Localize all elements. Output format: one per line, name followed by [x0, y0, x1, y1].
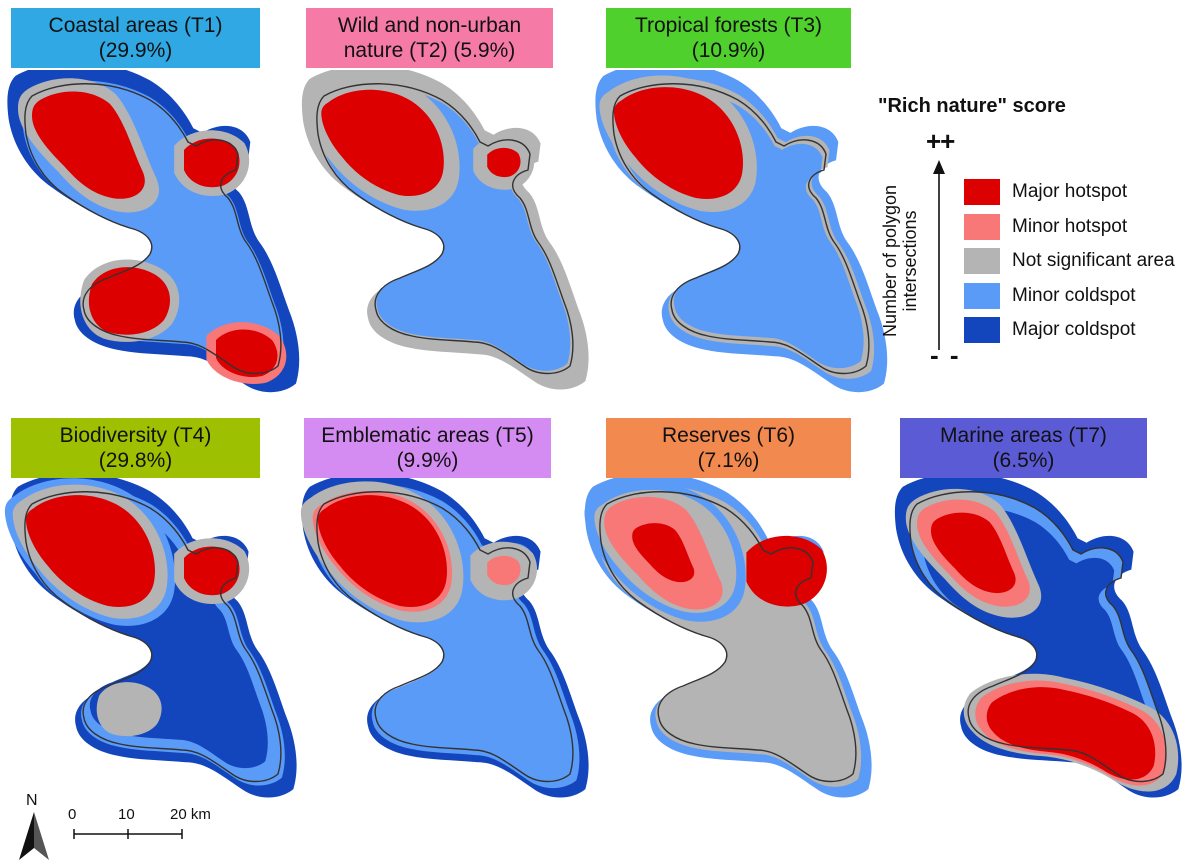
panel-title-t2: Wild and non-urban nature (T2) (5.9%)	[306, 8, 553, 68]
legend-swatch-minor-coldspot	[964, 282, 1000, 309]
map-t1	[7, 70, 300, 393]
legend-label-major-hotspot: Major hotspot	[1012, 181, 1128, 203]
panel-title-t1-line1: Coastal areas (T1)	[48, 14, 223, 37]
legend-top-symbol: ++	[926, 126, 955, 156]
legend-axis-label-line1: Number of polygon	[880, 184, 900, 338]
map-t5-zone-4	[318, 495, 447, 607]
panel-title-t6-line1: Reserves (T6)	[661, 424, 796, 447]
map-t2-zone-5	[487, 147, 521, 178]
map-t4-zone-7	[184, 546, 240, 596]
panel-title-t1-line2: (29.9%)	[98, 39, 173, 62]
panel-title-t2-line2: nature (T2) (5.9%)	[343, 39, 516, 62]
map-t1-zone-7	[88, 267, 170, 335]
panel-title-t1: Coastal areas (T1) (29.9%)	[11, 8, 260, 68]
legend-bottom-symbol: - -	[930, 340, 961, 370]
map-t7-zone-8	[986, 687, 1156, 780]
map-t1-zone-5	[184, 138, 240, 188]
legend-label-not-significant: Not significant area	[1012, 250, 1175, 272]
legend-axis-label-line2: intersections	[900, 210, 920, 312]
map-t6-coastline	[599, 491, 857, 783]
legend-swatch-minor-hotspot	[964, 213, 1000, 240]
legend-label-major-coldspot: Major coldspot	[1012, 319, 1136, 341]
map-t2-zone-3	[321, 89, 444, 197]
panel-title-t4-line2: (29.8%)	[98, 449, 173, 472]
legend-items: Major hotspot Minor hotspot Not signific…	[964, 175, 1175, 348]
map-t5-zone-6	[487, 555, 521, 586]
map-t6	[584, 478, 872, 798]
panel-title-t3-line2: (10.9%)	[691, 39, 766, 62]
legend-item-minor-hotspot: Minor hotspot	[964, 210, 1175, 245]
north-label: N	[26, 792, 38, 809]
panel-title-t7: Marine areas (T7) (6.5%)	[900, 418, 1147, 478]
legend-swatch-major-hotspot	[964, 179, 1000, 206]
legend-swatch-major-coldspot	[964, 317, 1000, 344]
panel-title-t5-line2: (9.9%)	[396, 449, 459, 472]
map-t1-coastline	[24, 83, 282, 375]
panel-title-t7-line2: (6.5%)	[992, 449, 1055, 472]
map-t4-coastline	[24, 491, 282, 783]
map-t6-zone-5	[632, 523, 695, 583]
legend-title: "Rich nature" score	[878, 95, 1066, 117]
panel-title-t7-line1: Marine areas (T7)	[940, 424, 1107, 447]
map-t3-coastline	[612, 83, 870, 375]
panel-title-t4: Biodiversity (T4) (29.8%)	[11, 418, 260, 478]
panel-title-t4-line1: Biodiversity (T4)	[59, 424, 212, 447]
map-t2	[301, 70, 589, 390]
map-t2-coastline	[316, 83, 574, 375]
map-t4-zone-5	[26, 495, 155, 607]
legend-item-major-coldspot: Major coldspot	[964, 313, 1175, 348]
panel-title-t6: Reserves (T6) (7.1%)	[606, 418, 851, 478]
map-t6-zone-6	[746, 535, 827, 607]
legend-label-minor-hotspot: Minor hotspot	[1012, 215, 1128, 237]
legend-arrow	[933, 160, 945, 350]
map-t4-zone-8	[96, 682, 162, 737]
map-t7	[894, 478, 1182, 798]
panel-title-t5: Emblematic areas (T5) (9.9%)	[304, 418, 551, 478]
panel-title-t6-line2: (7.1%)	[697, 449, 760, 472]
scale-label-0: 0	[68, 806, 77, 823]
panel-title-t2-line1: Wild and non-urban	[337, 14, 522, 37]
scale-label-10: 10	[118, 806, 135, 823]
map-t3-zone-4	[614, 87, 743, 199]
legend-item-not-significant: Not significant area	[964, 244, 1175, 279]
legend-swatch-not-significant	[964, 248, 1000, 275]
map-t7-zone-5	[931, 512, 1016, 594]
panel-title-t5-line1: Emblematic areas (T5)	[321, 424, 534, 447]
map-t3	[595, 70, 888, 393]
north-arrow-icon	[19, 812, 49, 860]
legend-item-minor-coldspot: Minor coldspot	[964, 279, 1175, 314]
panel-title-t3-line1: Tropical forests (T3)	[634, 14, 823, 37]
map-t4	[4, 478, 297, 798]
scale-bar	[73, 829, 183, 839]
legend-item-major-hotspot: Major hotspot	[964, 175, 1175, 210]
scale-label-20: 20 km	[170, 806, 211, 823]
panel-title-t3: Tropical forests (T3) (10.9%)	[606, 8, 851, 68]
map-t1-zone-3	[32, 91, 145, 199]
map-t7-coastline	[909, 491, 1167, 783]
legend-label-minor-coldspot: Minor coldspot	[1012, 284, 1136, 306]
map-t5	[300, 478, 589, 798]
map-t5-coastline	[316, 491, 574, 783]
